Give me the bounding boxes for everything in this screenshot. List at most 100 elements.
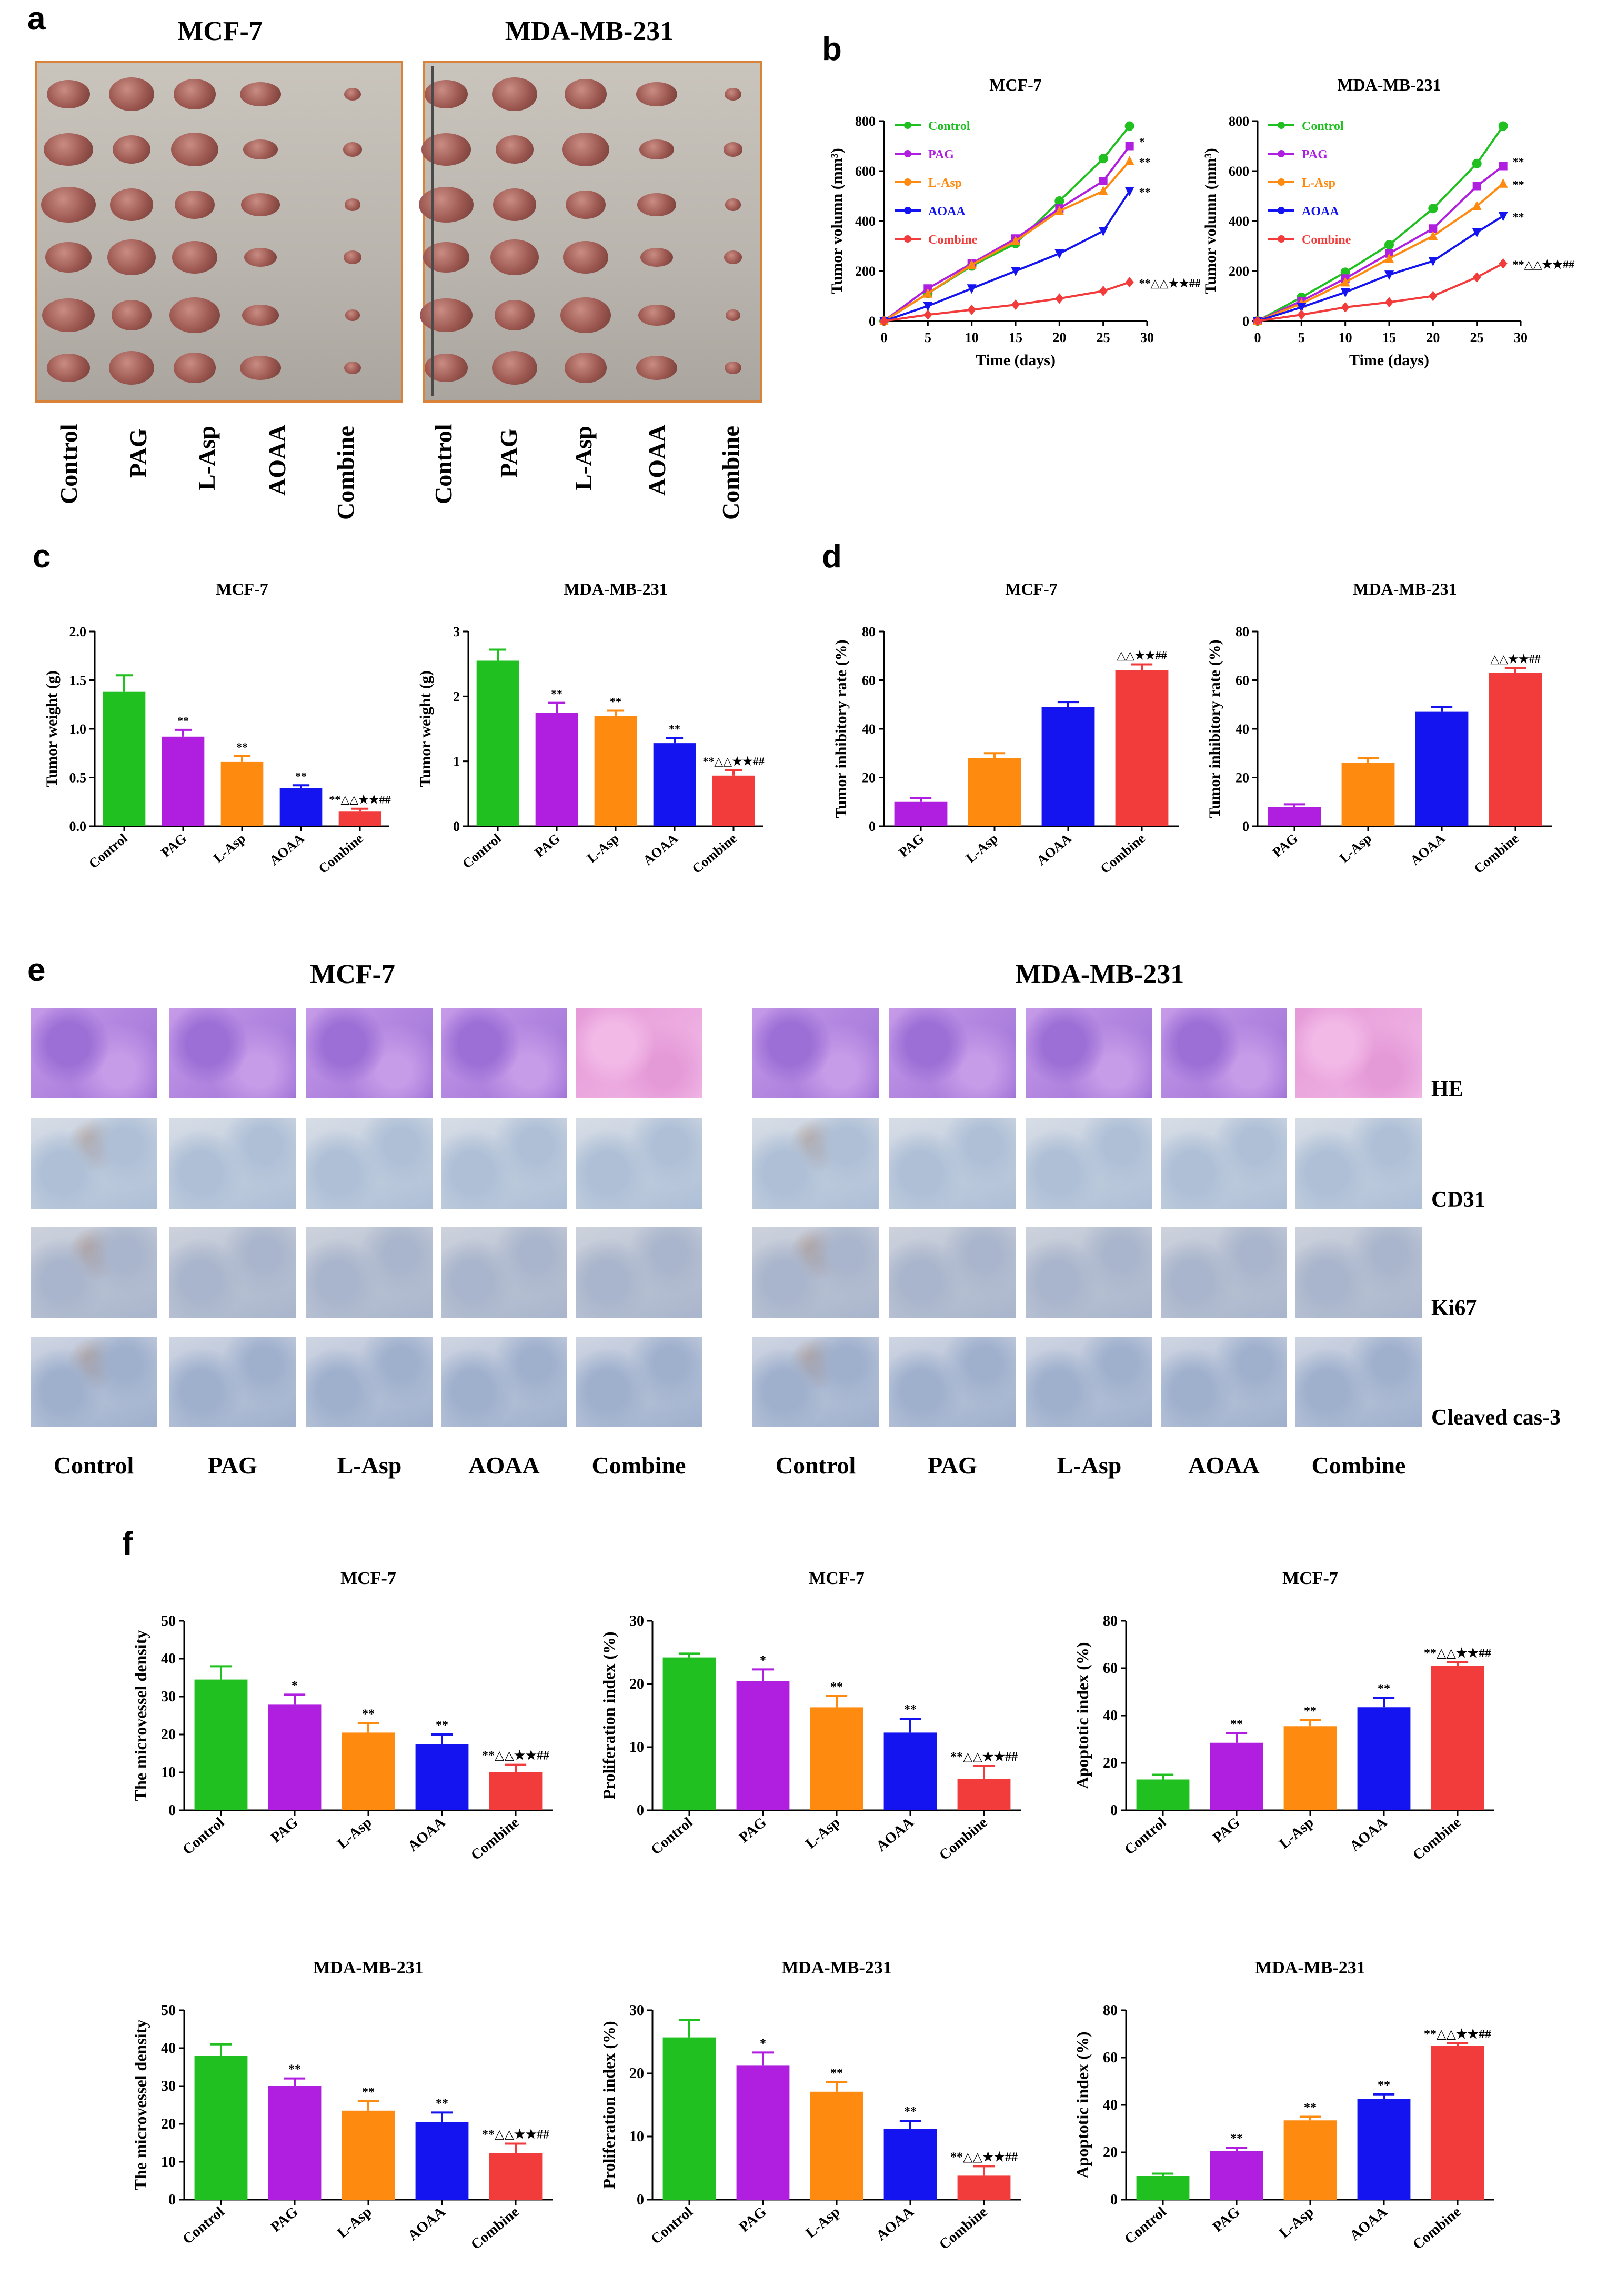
bar-control [194, 1679, 248, 1810]
tumor-specimen [560, 297, 611, 334]
bar-combine [1115, 670, 1169, 826]
tumor-specimen [496, 135, 534, 164]
tumor-specimen [111, 300, 152, 330]
bar-pag [268, 2086, 322, 2200]
bar-combine [338, 811, 381, 826]
bar-chart-inhibitory-rate-mcf7: MCF-7 0 20 40 60 80 Tumor inhibitory rate (%) P… [832, 579, 1179, 877]
bar-combine [1489, 673, 1542, 826]
photo-title-mda: MDA-MB-231 [505, 16, 674, 46]
data-point [1098, 227, 1108, 236]
legend-label: AOAA [1302, 205, 1339, 218]
tumor-specimen [173, 353, 216, 383]
y-tick-label: 10 [629, 2129, 644, 2145]
y-tick-label: 0 [869, 314, 876, 329]
tumor-specimen [175, 191, 215, 219]
data-point [967, 284, 977, 294]
data-point [1498, 212, 1508, 222]
x-tick-label: 10 [1339, 330, 1352, 345]
significance-label: ** [288, 2063, 301, 2077]
bar-aoaa [415, 1744, 469, 1810]
ihc-title-mcf7: MCF-7 [310, 959, 395, 989]
category-label: Control [179, 2203, 227, 2248]
significance-label: **△△★★## [482, 1749, 549, 1763]
y-tick-label: 10 [161, 1764, 176, 1781]
bar-pag [535, 713, 578, 826]
tumor-specimen [636, 356, 677, 380]
legend-marker [904, 178, 911, 186]
bar-pag [1268, 807, 1321, 826]
x-axis-label: Time (days) [976, 352, 1056, 369]
category-label: Control [1121, 2203, 1169, 2248]
category-label: PAG [268, 1814, 302, 1846]
category-label: PAG [158, 830, 189, 860]
photo-label-combine: Combine [717, 426, 744, 520]
ihc-image-he [169, 1008, 296, 1098]
data-point [1011, 299, 1020, 310]
tumor-specimen [240, 356, 281, 380]
category-label: Control [648, 1814, 696, 1858]
data-point [1098, 154, 1108, 164]
category-label: Control [1121, 1814, 1169, 1858]
y-tick-label: 30 [161, 1689, 176, 1705]
y-tick-label: 0 [1110, 1802, 1118, 1819]
data-point [1385, 297, 1393, 308]
category-label: L-Asp [1276, 2204, 1317, 2242]
category-label: Combine [1098, 830, 1148, 876]
tumor-specimen [113, 135, 150, 164]
data-point [1054, 206, 1064, 215]
ihc-image-cd31 [576, 1118, 702, 1209]
legend-marker [904, 207, 911, 214]
ihc-image-cd31 [31, 1118, 157, 1209]
y-tick-label: 40 [161, 2040, 176, 2057]
x-tick-label: 25 [1470, 330, 1484, 345]
chart-title: MDA-MB-231 [1337, 75, 1441, 94]
legend-marker [1278, 122, 1285, 129]
y-tick-label: 20 [629, 2066, 644, 2082]
photo-label-aoaa: AOAA [264, 424, 290, 496]
ihc-row-label-he: HE [1431, 1077, 1463, 1101]
x-tick-label: 30 [1140, 330, 1154, 345]
bar-l-asp [342, 2110, 395, 2200]
ihc-image-cd31 [752, 1118, 879, 1209]
tumor-photo-mda [418, 61, 762, 403]
y-tick-label: 0.0 [69, 819, 87, 834]
x-tick-label: 15 [1382, 330, 1396, 345]
ihc-title-mda: MDA-MB-231 [1015, 959, 1184, 989]
bar-l-asp [968, 758, 1021, 826]
series-line-pag [883, 145, 1131, 322]
y-axis-label: Tumor weight (g) [417, 670, 434, 787]
legend-marker [904, 122, 911, 129]
y-tick-label: 30 [629, 2002, 644, 2019]
ihc-image-cleaved-cas3 [1295, 1337, 1422, 1427]
category-label: PAG [1210, 1814, 1243, 1846]
tumor-specimen [494, 300, 535, 330]
category-label: AOAA [405, 2203, 449, 2244]
category-label: PAG [1270, 830, 1301, 860]
ihc-label-aoaa: AOAA [468, 1452, 540, 1479]
x-tick-label: 15 [1009, 330, 1022, 345]
tumor-specimen [343, 250, 362, 264]
tumor-specimen [423, 242, 470, 273]
ihc-image-ki67 [1161, 1227, 1287, 1318]
tumor-specimen [564, 79, 607, 109]
significance-label: ** [362, 2086, 375, 2099]
photo-label-control: Control [55, 424, 82, 505]
significance-label: ** [1139, 155, 1151, 168]
line-chart-tumor-volume-mcf7: MCF-7 0 200 400 600 800 0 5 10 15 20 25 30 Time (days… [828, 75, 1200, 369]
photo-label-combine: Combine [332, 426, 359, 520]
y-tick-label: 0 [453, 819, 460, 834]
legend-label: L-Asp [928, 176, 962, 190]
y-tick-label: 60 [1236, 673, 1249, 688]
tumor-specimen [108, 77, 155, 112]
y-tick-label: 80 [1103, 2002, 1118, 2019]
y-tick-label: 20 [161, 1727, 176, 1743]
tumor-specimen [724, 361, 742, 375]
data-point [1472, 158, 1482, 168]
data-point [1498, 121, 1508, 131]
y-tick-label: 0 [637, 2192, 644, 2208]
ihc-image-cleaved-cas3 [752, 1337, 879, 1427]
tumor-specimen [491, 350, 538, 385]
data-point [1428, 230, 1438, 240]
photo-label-aoaa: AOAA [644, 424, 670, 496]
y-tick-label: 1.0 [69, 721, 87, 737]
